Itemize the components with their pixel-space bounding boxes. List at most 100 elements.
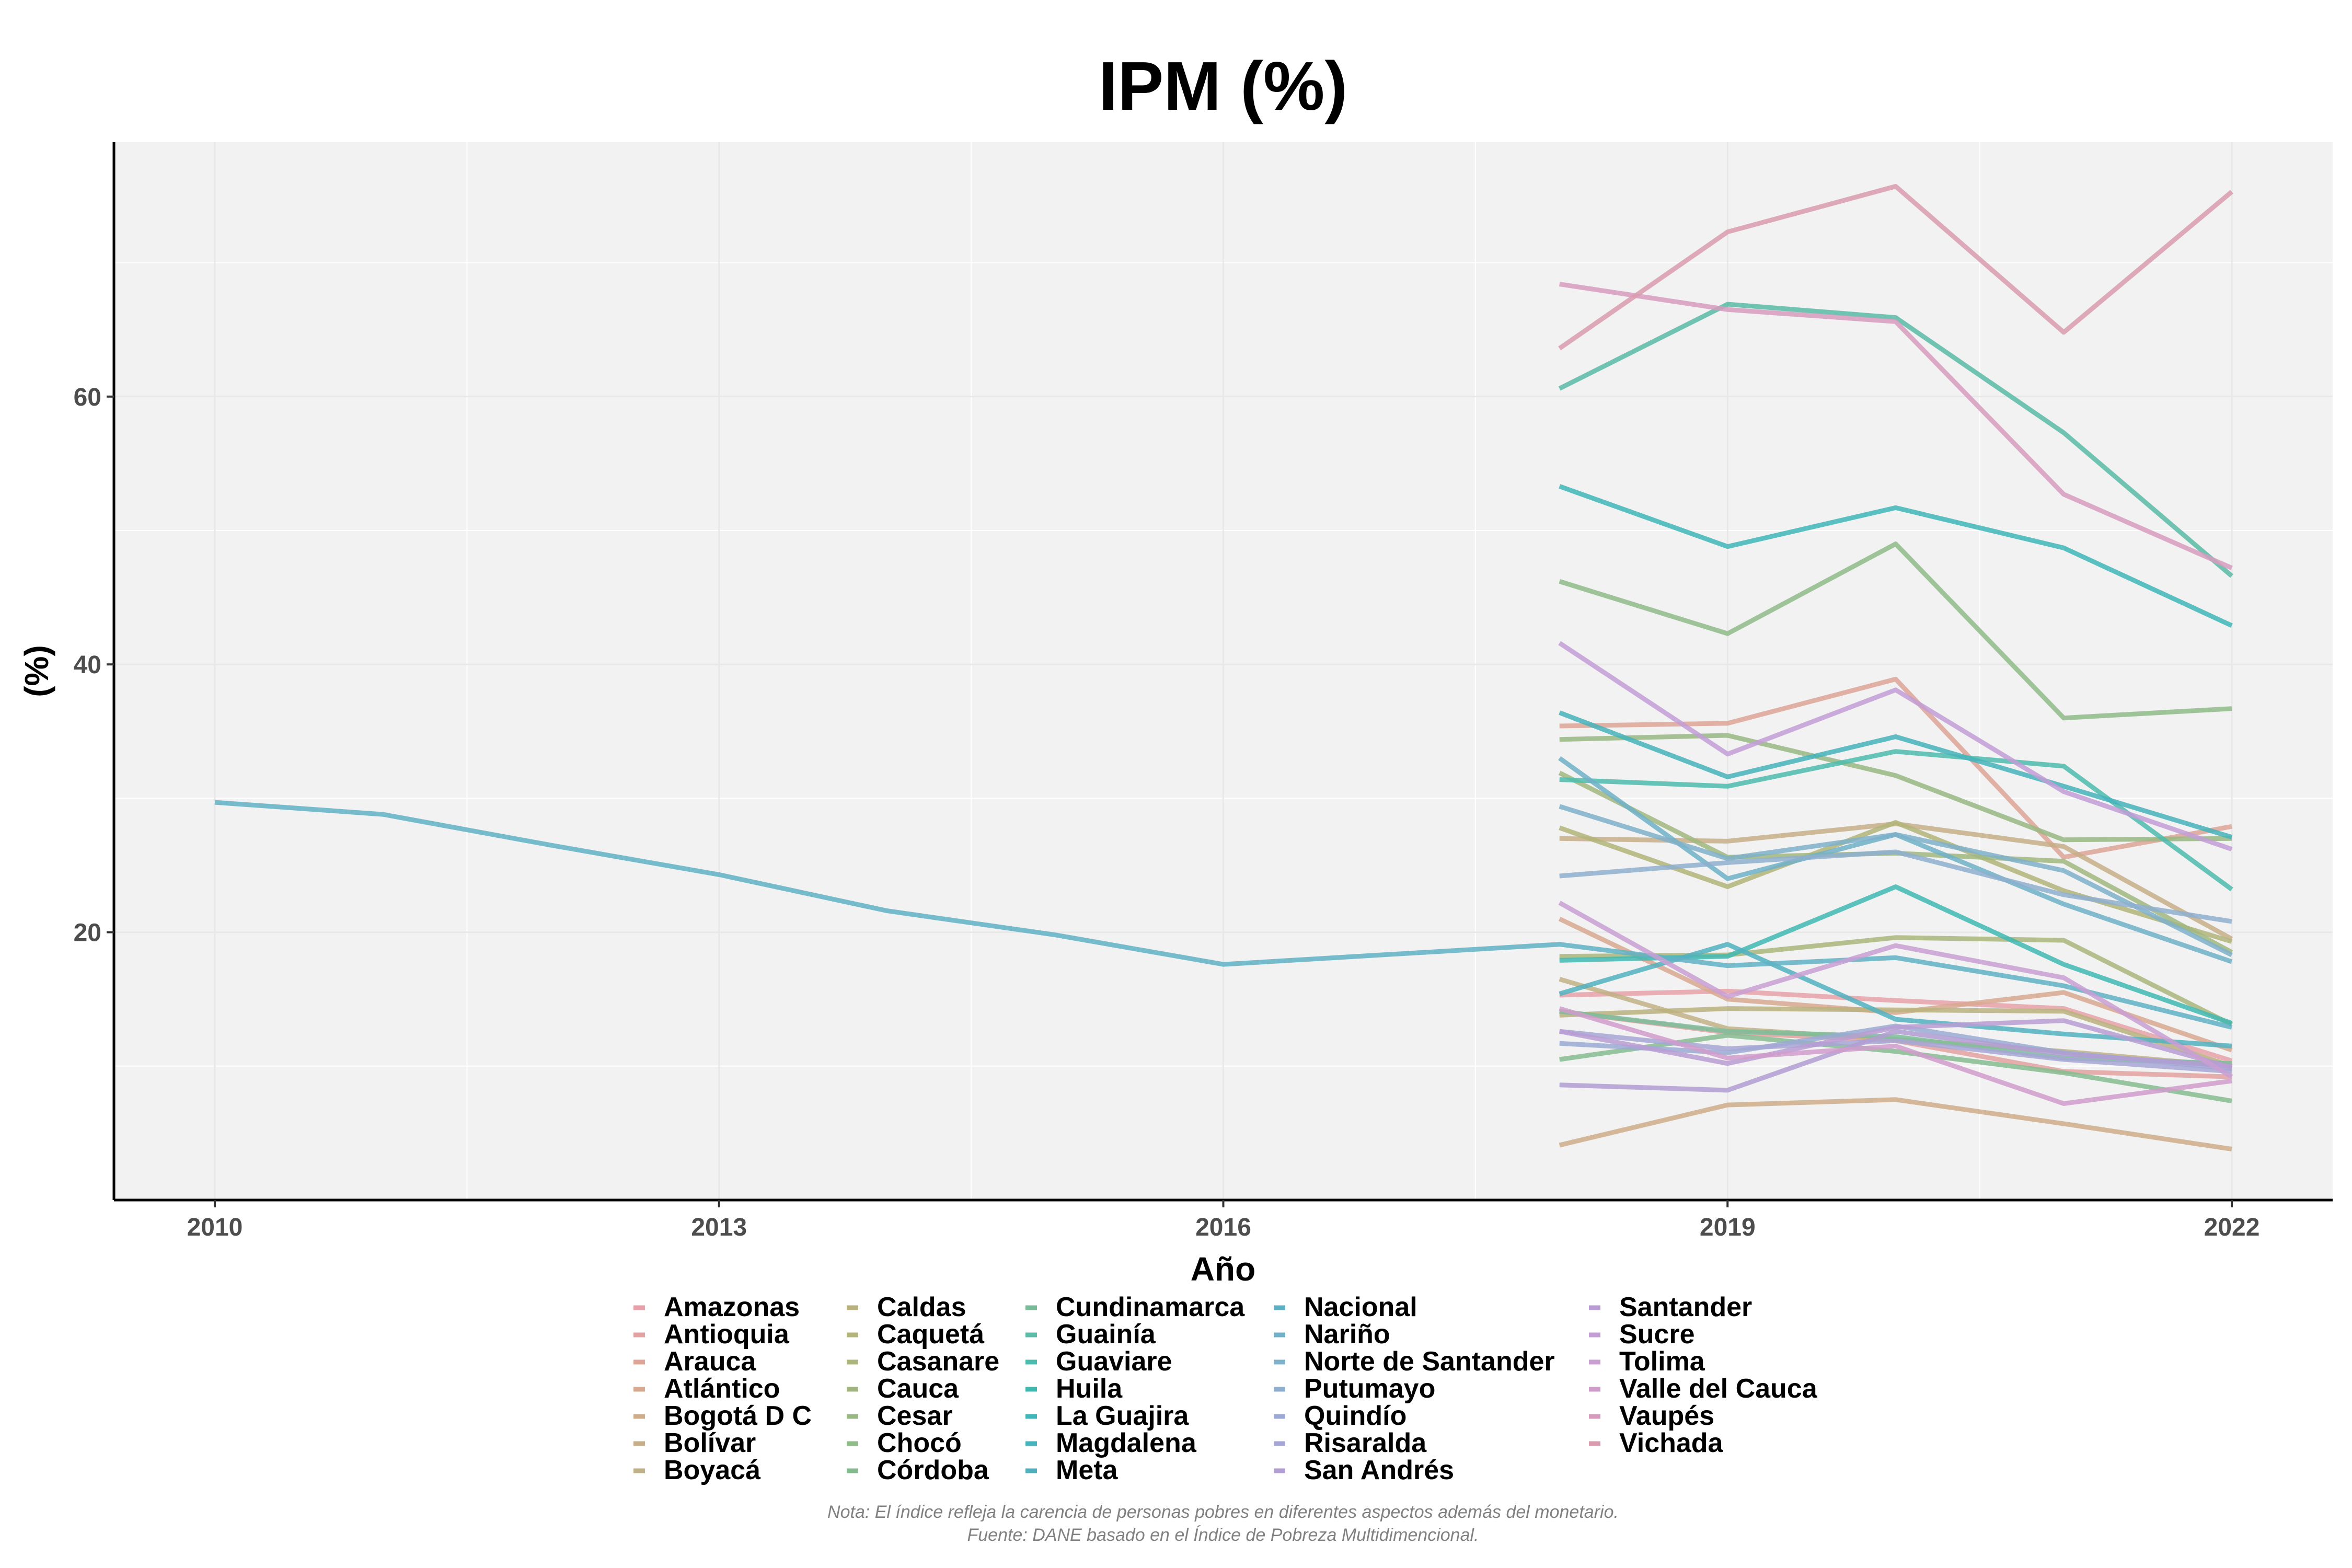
- legend-item-choco: Chocó: [847, 1428, 962, 1458]
- legend-item-vichada: Vichada: [1589, 1428, 1724, 1458]
- legend-item-san-andres: San Andrés: [1274, 1455, 1454, 1485]
- series-line-guaviare: [1559, 749, 2233, 892]
- legend-label: Nacional: [1304, 1292, 1417, 1322]
- x-tick-label: 2022: [2204, 1214, 2260, 1241]
- series-line-vaupes: [1559, 282, 2233, 570]
- grid-lines: [114, 142, 2333, 1200]
- legend-label: Huila: [1056, 1374, 1123, 1404]
- legend-item-quindio: Quindío: [1274, 1401, 1406, 1431]
- legend-label: Boyacá: [664, 1455, 761, 1485]
- series-line-nacional: [214, 800, 2233, 1030]
- legend-label: San Andrés: [1304, 1455, 1454, 1485]
- legend-label: Cesar: [877, 1401, 953, 1431]
- series-line-cesar: [1559, 733, 2232, 843]
- x-axis-title: Año: [1191, 1250, 1255, 1288]
- legend-label: Putumayo: [1304, 1374, 1435, 1404]
- legend-label: Guainía: [1056, 1319, 1156, 1350]
- legend-label: Casanare: [877, 1346, 999, 1377]
- legend-item-nacional: Nacional: [1274, 1292, 1417, 1322]
- series-line-sucre: [1558, 641, 2233, 851]
- legend-label: Cauca: [877, 1374, 959, 1404]
- series-line-amazonas: [1559, 988, 2233, 1063]
- legend-label: Magdalena: [1056, 1428, 1197, 1458]
- x-tick-label: 2019: [1700, 1214, 1756, 1241]
- x-tick-label: 2013: [691, 1214, 747, 1241]
- legend-item-arauca: Arauca: [633, 1346, 756, 1377]
- legend-item-guaviare: Guaviare: [1025, 1346, 1172, 1377]
- legend-item-guainia: Guainía: [1025, 1319, 1156, 1350]
- legend-label: Sucre: [1619, 1319, 1695, 1350]
- legend-label: Meta: [1056, 1455, 1119, 1485]
- legend-label: Amazonas: [664, 1292, 800, 1322]
- legend-item-risaralda: Risaralda: [1274, 1428, 1427, 1458]
- legend-label: Valle del Cauca: [1619, 1374, 1818, 1404]
- legend-item-narino: Nariño: [1274, 1319, 1390, 1350]
- legend-item-caldas: Caldas: [847, 1292, 966, 1322]
- y-axis-title: (%): [18, 645, 55, 697]
- legend-item-antioquia: Antioquia: [633, 1319, 790, 1350]
- legend-label: Bolívar: [664, 1428, 756, 1458]
- series-line-santander: [1559, 1018, 2233, 1070]
- series-line-vichada: [1558, 184, 2233, 351]
- legend-label: Antioquia: [664, 1319, 790, 1350]
- series-line-choco: [1559, 541, 2232, 721]
- legend-label: Norte de Santander: [1304, 1346, 1555, 1377]
- legend-item-cundinamarca: Cundinamarca: [1025, 1292, 1245, 1322]
- series-line-caldas: [1559, 1006, 2233, 1069]
- series-line-guainia: [1558, 302, 2233, 578]
- legend-item-santander: Santander: [1589, 1292, 1752, 1322]
- legend-item-valle-del-cauca: Valle del Cauca: [1589, 1374, 1818, 1404]
- caption-note: Nota: El índice refleja la carencia de p…: [827, 1502, 1619, 1522]
- legend-label: Arauca: [664, 1346, 756, 1377]
- legend-label: Cundinamarca: [1056, 1292, 1245, 1322]
- x-tick-label: 2016: [1195, 1214, 1251, 1241]
- series-line-bogota-d-c: [1559, 1097, 2232, 1152]
- y-axis-ticks: 20 40 60: [74, 384, 114, 947]
- series-line-valle-del-cauca: [1559, 1006, 2232, 1106]
- legend-item-huila: Huila: [1025, 1374, 1123, 1404]
- series-line-norte-de-santander: [1559, 804, 2233, 958]
- legend-label: Chocó: [877, 1428, 962, 1458]
- legend-label: Vichada: [1619, 1428, 1724, 1458]
- legend-item-bolivar: Bolívar: [633, 1428, 756, 1458]
- legend-item-norte-de-santander: Norte de Santander: [1274, 1346, 1555, 1377]
- legend-label: Nariño: [1304, 1319, 1390, 1350]
- series-lines: [214, 184, 2233, 1152]
- y-tick-label: 20: [74, 919, 101, 947]
- legend-item-magdalena: Magdalena: [1025, 1428, 1197, 1458]
- legend-label: Tolima: [1619, 1346, 1705, 1377]
- caption-source: Fuente: DANE basado en el Índice de Pobr…: [967, 1525, 1479, 1545]
- legend-item-cordoba: Córdoba: [847, 1455, 989, 1485]
- legend-label: Risaralda: [1304, 1428, 1427, 1458]
- legend-label: Bogotá D C: [664, 1401, 812, 1431]
- series-line-la-guajira: [1559, 484, 2233, 628]
- series-line-tolima: [1558, 901, 2233, 1079]
- legend-item-bogota-d-c: Bogotá D C: [633, 1401, 812, 1431]
- legend-label: Guaviare: [1056, 1346, 1172, 1377]
- y-tick-label: 60: [74, 384, 101, 411]
- legend-item-caqueta: Caquetá: [847, 1319, 985, 1350]
- legend-item-la-guajira: La Guajira: [1025, 1401, 1189, 1431]
- legend-label: Caquetá: [877, 1319, 985, 1350]
- legend-item-meta: Meta: [1025, 1455, 1119, 1485]
- legend-label: Córdoba: [877, 1455, 989, 1485]
- legend-item-cauca: Cauca: [847, 1374, 959, 1404]
- legend-item-vaupes: Vaupés: [1589, 1401, 1714, 1431]
- legend-label: Caldas: [877, 1292, 966, 1322]
- series-line-san-andres: [1559, 1029, 2232, 1093]
- legend-item-atlantico: Atlántico: [633, 1374, 780, 1404]
- legend-item-tolima: Tolima: [1589, 1346, 1705, 1377]
- legend-item-putumayo: Putumayo: [1274, 1374, 1435, 1404]
- legend-label: Vaupés: [1619, 1401, 1714, 1431]
- series-line-putumayo: [1559, 849, 2232, 924]
- legend-item-amazonas: Amazonas: [633, 1292, 800, 1322]
- legend-item-boyaca: Boyacá: [633, 1455, 761, 1485]
- series-line-magdalena: [1559, 710, 2233, 840]
- legend-item-cesar: Cesar: [847, 1401, 953, 1431]
- legend-item-casanare: Casanare: [847, 1346, 999, 1377]
- legend-label: Quindío: [1304, 1401, 1406, 1431]
- x-axis-ticks: 2010 2013 2016 2019 2022: [187, 1200, 2260, 1241]
- legend-item-sucre: Sucre: [1589, 1319, 1695, 1350]
